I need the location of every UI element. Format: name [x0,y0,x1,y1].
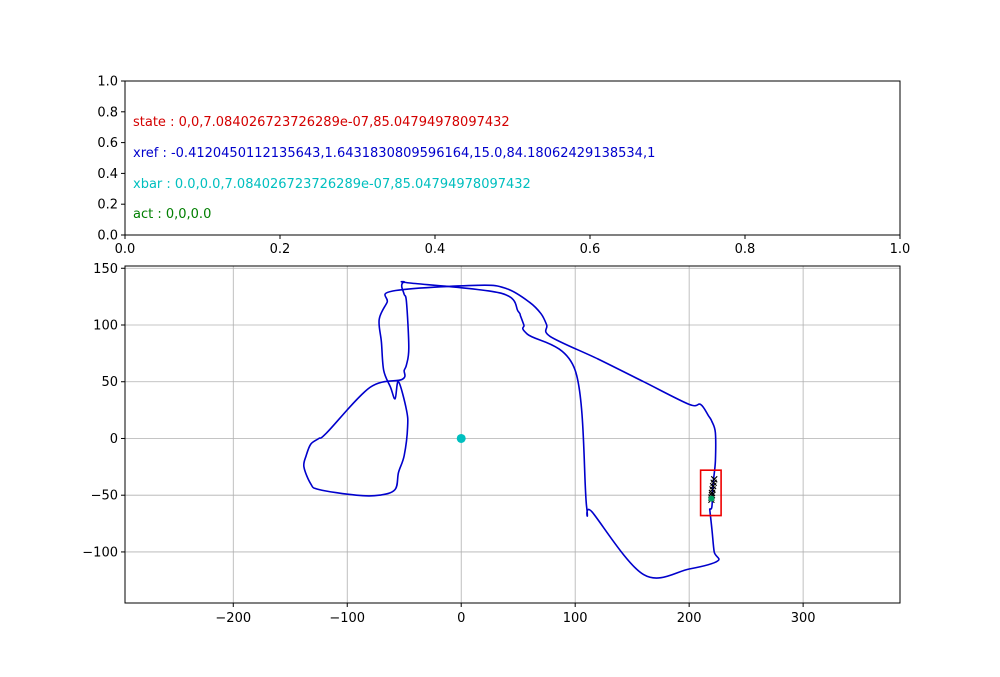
track-plot-series [302,280,722,579]
y-tick-label: 1.0 [97,75,118,90]
y-tick-label: 0.4 [97,167,118,182]
xbar-text: xbar : 0.0,0.0,7.084026723726289e-07,85.… [133,177,531,192]
x-tick-label: 0.8 [735,242,756,257]
x-tick-label: 0.0 [115,242,136,257]
x-tick-label: 1.0 [890,242,911,257]
track-line [302,280,720,579]
x-tick-label: 0.6 [580,242,601,257]
y-tick-label: 0 [110,432,118,447]
text-panel-axes: 0.0 0.2 0.4 0.6 0.8 1.0 0.0 0.2 0.4 0.6 0.8 1.0 st… [97,75,910,258]
y-tick-label: 0.0 [97,229,118,244]
track-plot-y-ticks: −100 −50 0 50 100 150 [82,262,125,560]
y-tick-label: 0.6 [97,136,118,151]
y-tick-label: 0.8 [97,105,118,120]
x-tick-label: 300 [791,611,816,626]
origin-point [456,433,466,443]
track-plot-axes: −200 −100 0 100 200 300 −100 −50 0 50 100 150 [82,262,901,626]
x-tick-label: 0.4 [425,242,446,257]
y-tick-label: 100 [93,319,118,334]
y-tick-label: 0.2 [97,198,118,213]
y-tick-label: −100 [82,545,118,560]
x-tick-label: −100 [329,611,365,626]
text-panel-x-ticks: 0.0 0.2 0.4 0.6 0.8 1.0 [115,235,911,257]
act-text: act : 0,0,0.0 [133,207,211,222]
text-panel-frame [124,80,901,236]
x-tick-label: −200 [215,611,251,626]
vehicle-box [699,469,722,517]
track-plot-background [125,266,900,603]
xref-text: xref : -0.4120450112135643,1.64318308095… [133,146,655,161]
text-panel-y-ticks: 0.0 0.2 0.4 0.6 0.8 1.0 [97,75,125,244]
track-plot-frame [124,265,901,604]
y-tick-label: 50 [101,375,118,390]
current-position-point [708,495,715,502]
state-text: state : 0,0,7.084026723726289e-07,85.047… [133,115,510,130]
x-tick-label: 100 [563,611,588,626]
y-tick-label: −50 [91,489,118,504]
x-tick-label: 0.2 [270,242,291,257]
x-tick-label: 0 [457,611,465,626]
track-plot-grid [125,266,900,603]
x-tick-label: 200 [677,611,702,626]
track-plot-x-ticks: −200 −100 0 100 200 300 [215,603,816,626]
y-tick-label: 150 [93,262,118,277]
